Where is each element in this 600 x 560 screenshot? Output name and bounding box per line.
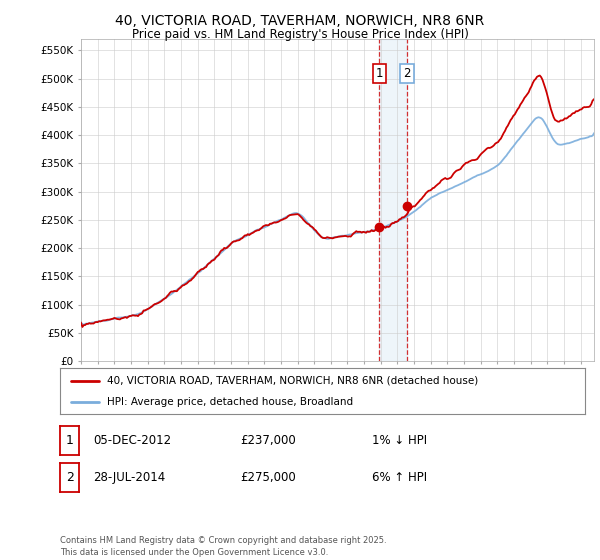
Bar xyxy=(379,39,407,361)
Text: 2: 2 xyxy=(65,470,74,484)
Text: 28-JUL-2014: 28-JUL-2014 xyxy=(93,470,165,484)
Text: 1% ↓ HPI: 1% ↓ HPI xyxy=(372,433,427,447)
Text: 6% ↑ HPI: 6% ↑ HPI xyxy=(372,470,427,484)
Text: 40, VICTORIA ROAD, TAVERHAM, NORWICH, NR8 6NR: 40, VICTORIA ROAD, TAVERHAM, NORWICH, NR… xyxy=(115,14,485,28)
Text: 1: 1 xyxy=(376,67,383,80)
Text: 40, VICTORIA ROAD, TAVERHAM, NORWICH, NR8 6NR (detached house): 40, VICTORIA ROAD, TAVERHAM, NORWICH, NR… xyxy=(107,376,479,386)
Text: Price paid vs. HM Land Registry's House Price Index (HPI): Price paid vs. HM Land Registry's House … xyxy=(131,28,469,41)
Text: 2: 2 xyxy=(403,67,411,80)
Text: £237,000: £237,000 xyxy=(240,433,296,447)
Text: 05-DEC-2012: 05-DEC-2012 xyxy=(93,433,171,447)
Text: 1: 1 xyxy=(65,433,74,447)
Text: HPI: Average price, detached house, Broadland: HPI: Average price, detached house, Broa… xyxy=(107,397,353,407)
Text: Contains HM Land Registry data © Crown copyright and database right 2025.
This d: Contains HM Land Registry data © Crown c… xyxy=(60,536,386,557)
Text: £275,000: £275,000 xyxy=(240,470,296,484)
